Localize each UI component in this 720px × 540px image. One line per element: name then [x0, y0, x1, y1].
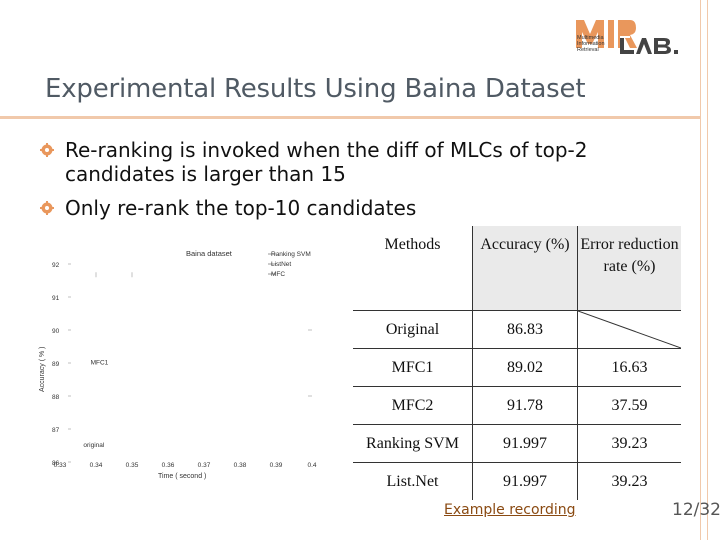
- legend-entry: MFC: [271, 271, 285, 278]
- y-tick-label: 91: [52, 295, 60, 302]
- cell-error-reduction: 37.59: [577, 386, 681, 425]
- cell-accuracy: 89.02: [472, 348, 578, 387]
- gear-bullet-icon: [40, 143, 54, 157]
- point-label: MFC1: [91, 360, 109, 367]
- legend-entry: ListNet: [271, 261, 291, 268]
- gear-bullet-icon: [40, 201, 54, 215]
- title-underline: [0, 116, 700, 119]
- y-tick-label: 89: [52, 361, 60, 368]
- cell-method: Ranking SVM: [353, 424, 473, 463]
- grid-marks: [95, 272, 312, 397]
- cell-accuracy: 91.997: [472, 462, 578, 500]
- diagonal-line: [578, 311, 681, 348]
- y-tick-label: 92: [52, 262, 60, 269]
- chart-legend: Ranking SVM ListNet MFC: [268, 251, 311, 278]
- x-tick-labels: 0.33 0.34 0.35 0.36 0.37 0.38 0.39 0.4: [54, 462, 317, 469]
- page-number: 12/32: [672, 500, 720, 520]
- cell-accuracy: 86.83: [472, 310, 578, 349]
- x-tick-label: 0.36: [162, 462, 175, 469]
- x-tick-label: 0.34: [90, 462, 103, 469]
- cell-error-reduction: 39.23: [577, 424, 681, 463]
- cell-method: MFC2: [353, 386, 473, 425]
- cell-error-reduction: 39.23: [577, 462, 681, 500]
- y-tick-label: 88: [52, 394, 60, 401]
- legend-entry: Ranking SVM: [271, 251, 311, 258]
- x-axis-label: Time ( second ): [158, 473, 206, 480]
- bullet-text: Re-ranking is invoked when the diff of M…: [65, 138, 588, 186]
- logo-subtitle-line: Multimedia: [577, 35, 605, 41]
- table-row: Original 86.83: [353, 310, 681, 349]
- cell-method: MFC1: [353, 348, 473, 387]
- accuracy-time-chart: Baina dataset Ranking SVM ListNet MFC 86 87…: [39, 249, 317, 480]
- header-accuracy: Accuracy (%): [472, 226, 578, 311]
- x-tick-label: 0.33: [54, 462, 67, 469]
- cell-accuracy: 91.997: [472, 424, 578, 463]
- x-tick-label: 0.39: [270, 462, 283, 469]
- logo-subtitle-line: Retrieval: [577, 47, 599, 53]
- chart-title: Baina dataset: [186, 249, 233, 258]
- x-tick-label: 0.35: [126, 462, 139, 469]
- bullet-text: Only re-rank the top-10 candidates: [65, 196, 417, 220]
- table-row: List.Net 91.997 39.23: [353, 462, 681, 500]
- slide-title: Experimental Results Using Baina Dataset: [45, 74, 586, 104]
- cell-error-reduction: 16.63: [577, 348, 681, 387]
- bullet-item: Only re-rank the top-10 candidates: [40, 196, 660, 220]
- y-axis-label: Accuracy ( % ): [39, 346, 46, 392]
- results-table: Methods Accuracy (%) Error reduction rat…: [353, 226, 681, 500]
- y-tick-labels: 86 87 88 89 90 91 92: [52, 262, 71, 467]
- y-tick-label: 87: [52, 427, 60, 434]
- mirlab-logo: Multimedia Information Retrieval: [576, 20, 678, 54]
- x-tick-label: 0.38: [234, 462, 247, 469]
- point-labels: MFC1 original: [83, 360, 108, 450]
- point-label: original: [83, 442, 105, 449]
- y-tick-label: 90: [52, 328, 60, 335]
- cell-method: Original: [353, 310, 473, 349]
- cell-method: List.Net: [353, 462, 473, 500]
- table-header-row: Methods Accuracy (%) Error reduction rat…: [353, 226, 681, 311]
- slide-frame-right: [700, 0, 708, 540]
- logo-subtitle-line: Information: [577, 41, 605, 47]
- bullet-list: Re-ranking is invoked when the diff of M…: [40, 138, 660, 230]
- table-row: MFC1 89.02 16.63: [353, 348, 681, 387]
- table-row: Ranking SVM 91.997 39.23: [353, 424, 681, 463]
- bullet-item: Re-ranking is invoked when the diff of M…: [40, 138, 660, 186]
- y-tick-label: 86: [52, 460, 60, 467]
- cell-error-reduction-empty: [577, 310, 681, 349]
- example-recording-link[interactable]: Example recording: [444, 502, 576, 518]
- table-row: MFC2 91.78 37.59: [353, 386, 681, 425]
- header-methods: Methods: [384, 236, 441, 253]
- cell-accuracy: 91.78: [472, 386, 578, 425]
- x-tick-label: 0.4: [307, 462, 316, 469]
- header-error-reduction: Error reduction rate (%): [577, 226, 681, 311]
- x-tick-label: 0.37: [198, 462, 211, 469]
